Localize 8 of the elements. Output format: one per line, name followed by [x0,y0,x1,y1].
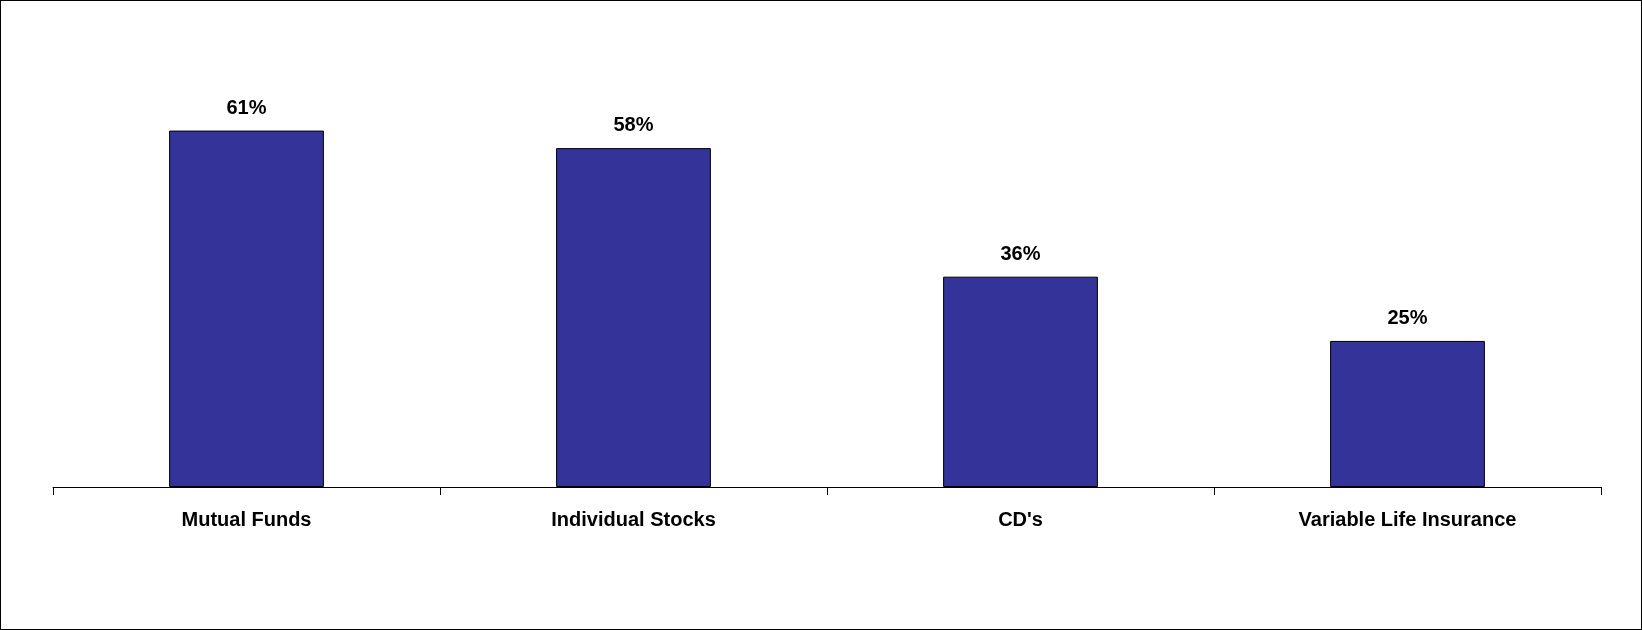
x-tick-label: CD's [998,508,1043,530]
x-tick-label: Mutual Funds [181,508,312,530]
data-label: 25% [1387,305,1428,328]
data-label: 61% [226,95,267,118]
x-tick-label: Individual Stocks [551,508,716,530]
data-label: 36% [1000,241,1041,264]
data-label: 58% [613,113,654,136]
x-tick-label: Variable Life Insurance [1298,508,1517,530]
